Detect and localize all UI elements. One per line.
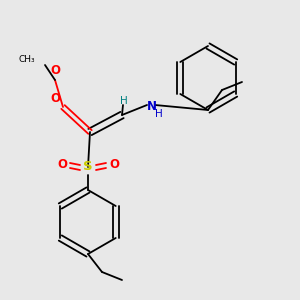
Text: H: H	[155, 109, 163, 119]
Text: O: O	[50, 64, 60, 76]
Text: S: S	[83, 160, 93, 173]
Text: H: H	[120, 96, 128, 106]
Text: O: O	[109, 158, 119, 172]
Text: O: O	[57, 158, 67, 172]
Text: O: O	[50, 92, 60, 106]
Text: N: N	[147, 100, 157, 113]
Text: CH₃: CH₃	[18, 56, 35, 64]
